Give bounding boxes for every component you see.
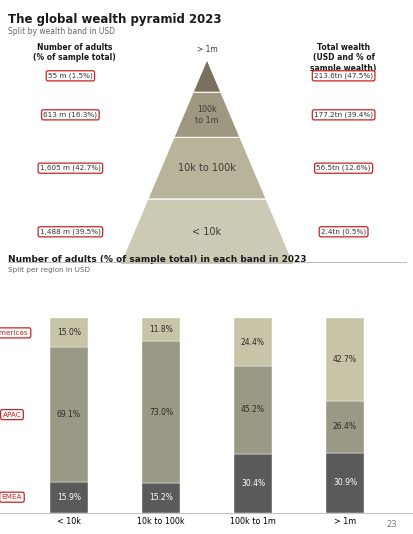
Text: 613 m (16.3%): 613 m (16.3%)	[43, 112, 97, 118]
Text: 1,605 m (42.7%): 1,605 m (42.7%)	[40, 165, 101, 171]
Text: 2.4tn (0.5%): 2.4tn (0.5%)	[320, 229, 365, 235]
Bar	[50, 482, 88, 513]
Text: > 1m: > 1m	[196, 45, 217, 54]
Text: 10k to 100k: 10k to 100k	[178, 163, 235, 173]
Text: Number of adults
(% of sample total): Number of adults (% of sample total)	[33, 43, 116, 62]
Bar	[325, 318, 363, 401]
Polygon shape	[147, 137, 266, 199]
Text: 11.8%: 11.8%	[149, 325, 173, 334]
Text: 30.9%: 30.9%	[332, 478, 356, 487]
Bar	[325, 453, 363, 513]
Bar	[233, 453, 272, 513]
Bar	[325, 401, 363, 453]
Text: 30.4%: 30.4%	[240, 478, 264, 488]
Text: 213.6tn (47.5%): 213.6tn (47.5%)	[313, 73, 372, 79]
Bar	[233, 366, 272, 453]
Text: 23: 23	[386, 520, 396, 529]
Bar	[141, 341, 180, 483]
Text: 100k
to 1m: 100k to 1m	[195, 105, 218, 124]
Text: Split per region in USD: Split per region in USD	[8, 268, 90, 273]
Text: < 10k: < 10k	[192, 227, 221, 237]
Text: APAC: APAC	[2, 412, 21, 418]
Bar	[141, 483, 180, 513]
Polygon shape	[120, 199, 293, 265]
Text: 69.1%: 69.1%	[57, 410, 81, 419]
Text: 56.5tn (12.6%): 56.5tn (12.6%)	[316, 165, 370, 171]
Text: Total wealth
(USD and % of
sample wealth): Total wealth (USD and % of sample wealth…	[310, 43, 376, 73]
Text: The global wealth pyramid 2023: The global wealth pyramid 2023	[8, 13, 221, 26]
Text: 15.2%: 15.2%	[149, 493, 173, 502]
Text: Americas: Americas	[0, 330, 28, 336]
Bar	[141, 318, 180, 341]
Text: Number of adults (% of sample total) in each band in 2023: Number of adults (% of sample total) in …	[8, 255, 306, 264]
Text: 42.7%: 42.7%	[332, 355, 356, 364]
Polygon shape	[173, 92, 240, 137]
Polygon shape	[192, 59, 221, 92]
Text: 73.0%: 73.0%	[149, 407, 173, 417]
Bar	[50, 318, 88, 348]
Text: 1,488 m (39.5%): 1,488 m (39.5%)	[40, 229, 101, 235]
Bar	[50, 348, 88, 482]
Text: 177.2tn (39.4%): 177.2tn (39.4%)	[313, 112, 372, 118]
Text: EMEA: EMEA	[2, 494, 22, 500]
Text: 15.0%: 15.0%	[57, 328, 81, 337]
Text: 15.9%: 15.9%	[57, 493, 81, 501]
Text: 55 m (1.5%): 55 m (1.5%)	[48, 73, 93, 79]
Bar	[233, 318, 272, 366]
Text: 45.2%: 45.2%	[240, 405, 264, 414]
Text: 26.4%: 26.4%	[332, 422, 356, 431]
Text: 24.4%: 24.4%	[240, 337, 264, 347]
Text: Split by wealth band in USD: Split by wealth band in USD	[8, 27, 115, 36]
